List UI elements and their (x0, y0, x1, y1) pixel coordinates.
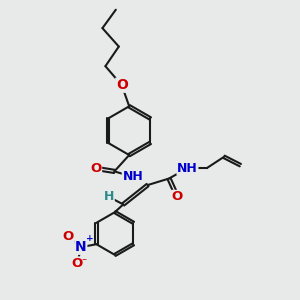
Text: O: O (90, 162, 101, 175)
Text: ⁻: ⁻ (82, 257, 87, 267)
Text: +: + (86, 234, 94, 243)
Text: N: N (75, 240, 87, 254)
Text: O: O (116, 78, 128, 92)
Text: O: O (63, 230, 74, 243)
Text: O: O (172, 190, 183, 203)
Text: NH: NH (177, 162, 198, 175)
Text: O: O (72, 257, 83, 270)
Text: H: H (104, 190, 114, 203)
Text: NH: NH (122, 170, 143, 183)
